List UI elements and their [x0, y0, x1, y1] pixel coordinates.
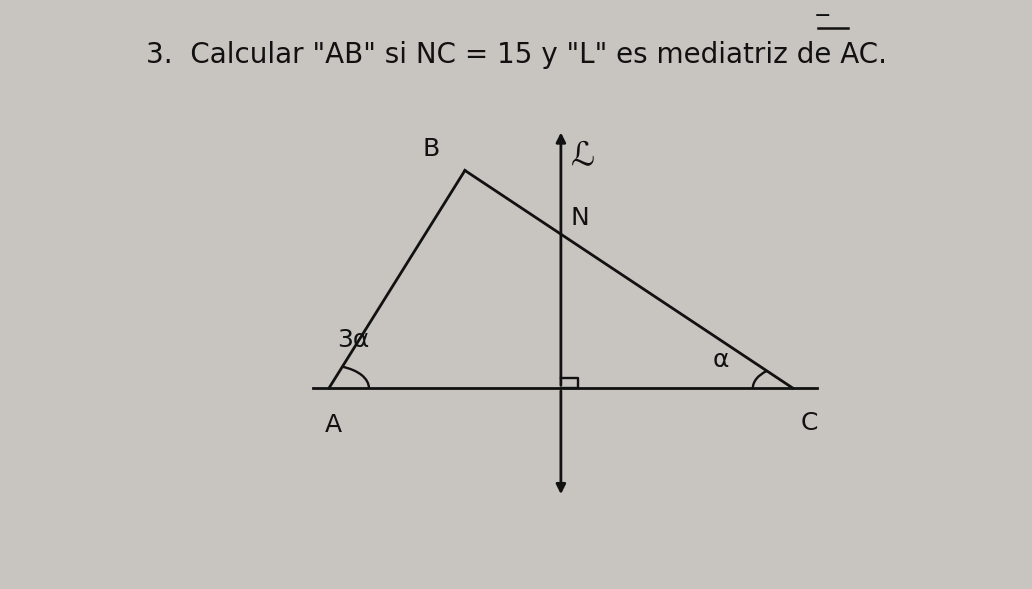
Text: α: α: [713, 348, 730, 372]
Text: 3.  Calcular "AB" si NC = 15 y "L" es mediatriz de AC.: 3. Calcular "AB" si NC = 15 y "L" es med…: [146, 41, 886, 70]
Text: N: N: [571, 206, 589, 230]
Text: B: B: [422, 137, 440, 161]
Text: A: A: [324, 413, 342, 437]
Text: 3α: 3α: [336, 328, 369, 352]
Text: ℒ: ℒ: [571, 138, 594, 172]
Text: C: C: [801, 411, 818, 435]
